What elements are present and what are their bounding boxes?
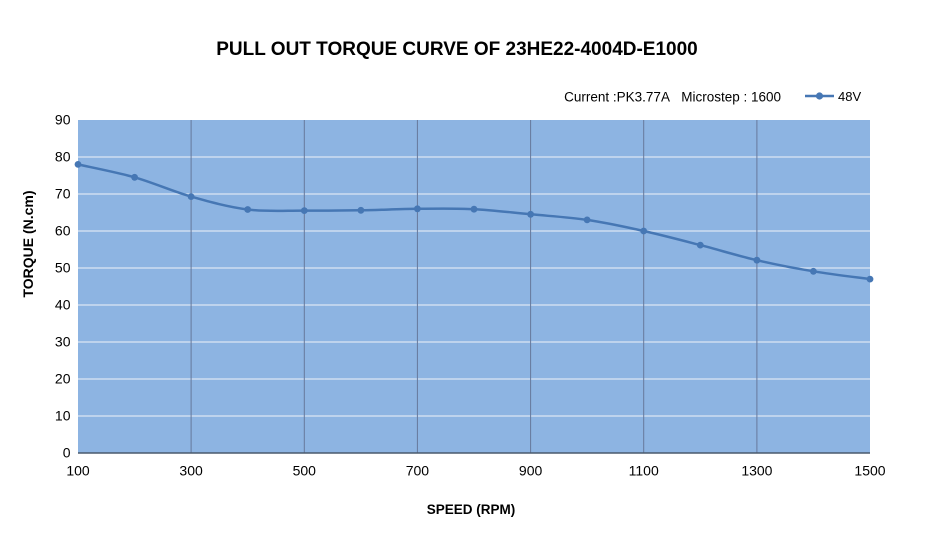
svg-text:20: 20 <box>55 371 71 387</box>
svg-text:Current :PK3.77A Microstep :: Current :PK3.77A Microstep : 1600 <box>564 90 781 105</box>
svg-text:500: 500 <box>293 463 317 479</box>
svg-text:1300: 1300 <box>741 463 772 479</box>
svg-text:1500: 1500 <box>854 463 885 479</box>
svg-text:300: 300 <box>179 463 203 479</box>
svg-text:1100: 1100 <box>629 463 659 479</box>
svg-text:700: 700 <box>406 463 430 479</box>
svg-text:PULL OUT TORQUE CURVE OF 23HE2: PULL OUT TORQUE CURVE OF 23HE22-4004D-E1… <box>216 39 698 60</box>
svg-text:0: 0 <box>63 445 71 461</box>
svg-text:60: 60 <box>55 223 71 239</box>
svg-text:900: 900 <box>519 463 543 479</box>
svg-text:80: 80 <box>55 149 71 165</box>
svg-text:50: 50 <box>55 260 71 276</box>
svg-text:48V: 48V <box>838 89 861 104</box>
svg-text:SPEED (RPM): SPEED (RPM) <box>427 502 516 517</box>
svg-text:30: 30 <box>55 334 71 350</box>
svg-text:100: 100 <box>66 463 90 479</box>
svg-text:90: 90 <box>55 112 71 128</box>
svg-text:40: 40 <box>55 297 71 313</box>
svg-text:70: 70 <box>55 186 71 202</box>
svg-text:10: 10 <box>55 408 71 424</box>
svg-text:TORQUE (N.cm): TORQUE (N.cm) <box>20 190 36 297</box>
